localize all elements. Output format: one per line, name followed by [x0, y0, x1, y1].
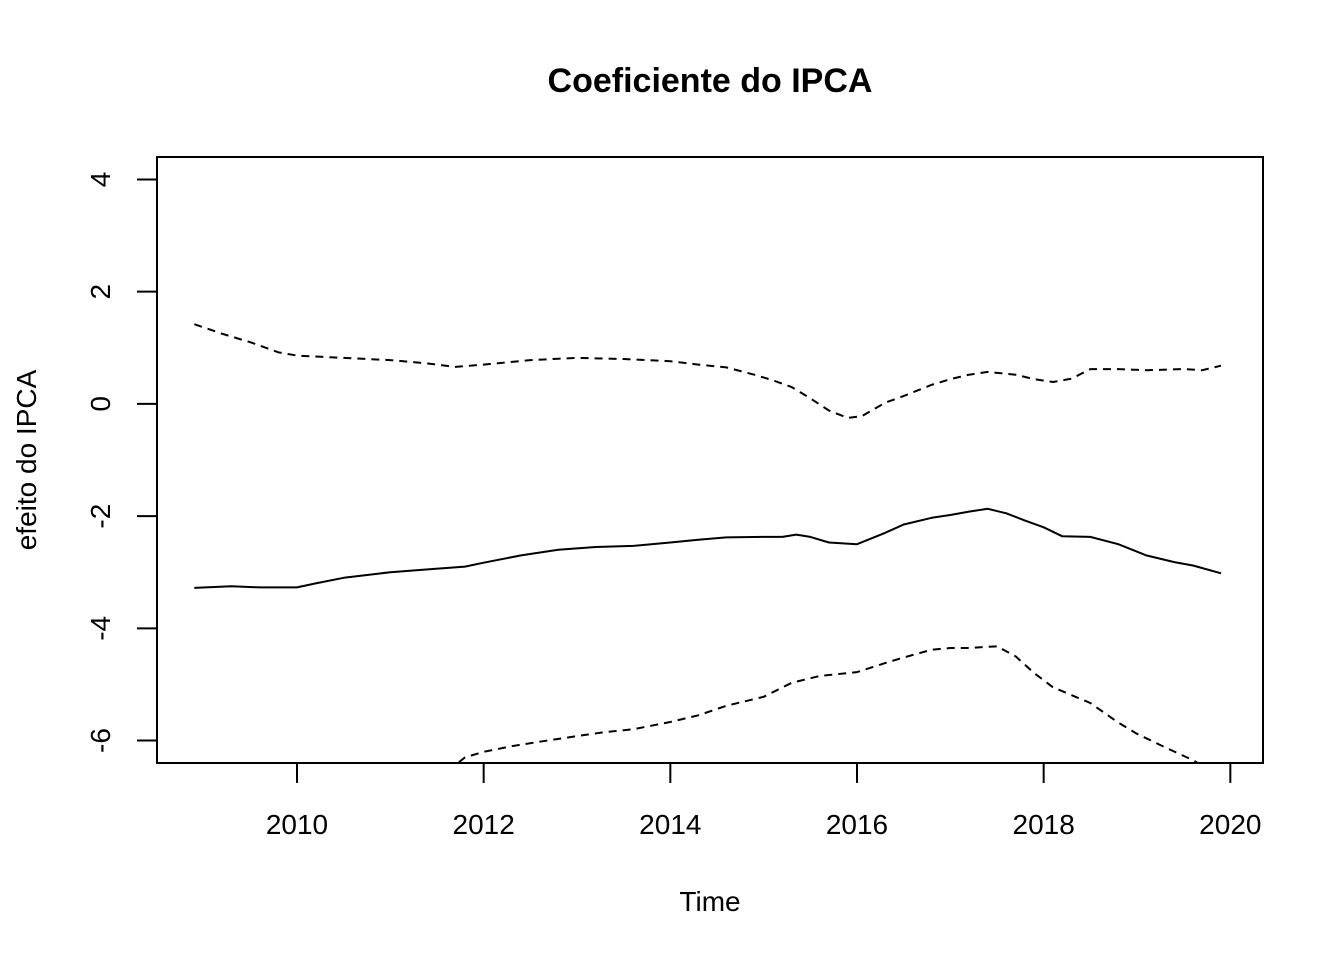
x-tick-label: 2010 [266, 809, 328, 840]
x-tick-label: 2018 [1013, 809, 1075, 840]
x-tick-label: 2014 [639, 809, 701, 840]
x-axis-label: Time [679, 886, 740, 917]
y-axis-label: efeito do IPCA [11, 369, 42, 550]
series-line-0 [194, 507, 1222, 589]
y-tick-label: 0 [85, 396, 116, 412]
y-tick-label: -4 [85, 616, 116, 641]
chart-title: Coeficiente do IPCA [548, 62, 873, 100]
y-tick-label: 2 [85, 284, 116, 300]
x-tick-label: 2012 [453, 809, 515, 840]
x-tick-label: 2020 [1199, 809, 1261, 840]
y-axis: -6 -4 -2 0 2 4 [85, 172, 158, 753]
series-line-2 [456, 645, 1200, 763]
y-tick-label: -6 [85, 728, 116, 753]
plot-frame [156, 156, 1264, 764]
y-tick-label: -2 [85, 504, 116, 529]
series-layer [193, 323, 1222, 763]
y-tick-label: 4 [85, 172, 116, 188]
x-tick-label: 2016 [826, 809, 888, 840]
series-line-1 [193, 323, 1222, 419]
x-axis: 2010 2012 2014 2016 2018 2020 [266, 762, 1261, 840]
